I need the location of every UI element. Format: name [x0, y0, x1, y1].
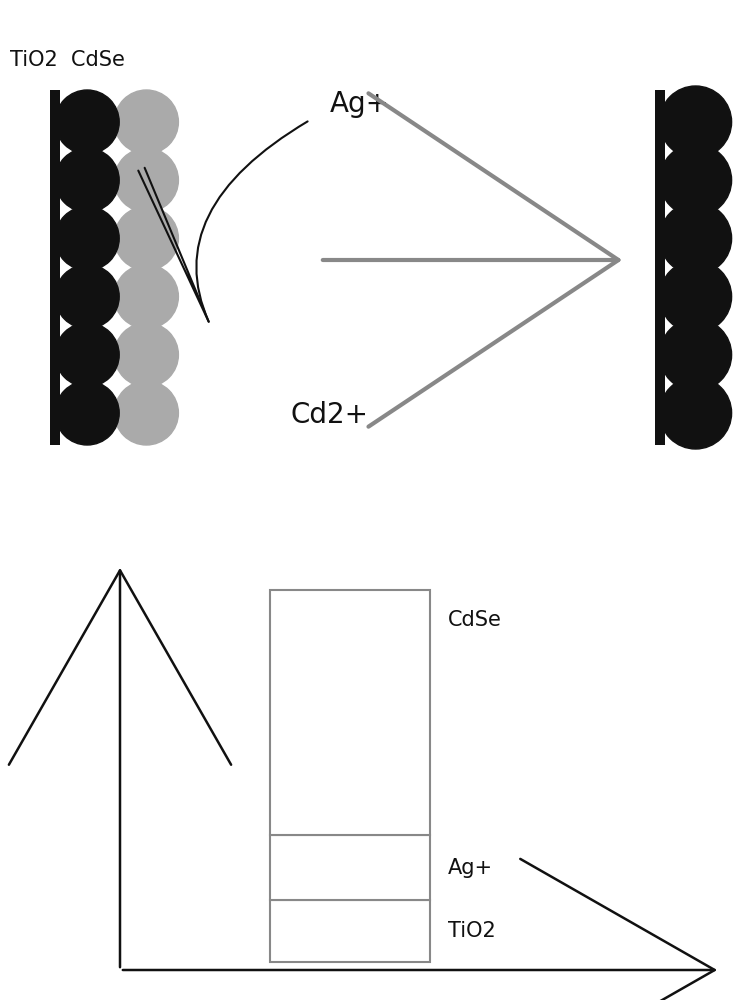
Text: Ag+: Ag+	[330, 90, 390, 118]
Text: CdSe: CdSe	[448, 610, 502, 630]
Circle shape	[114, 206, 179, 270]
Text: TiO2: TiO2	[448, 921, 496, 941]
Circle shape	[56, 148, 119, 212]
Circle shape	[659, 261, 731, 333]
Circle shape	[114, 90, 179, 154]
Bar	[270, 900, 430, 962]
Circle shape	[659, 319, 731, 391]
Circle shape	[56, 323, 119, 387]
Circle shape	[659, 377, 731, 449]
Circle shape	[56, 90, 119, 154]
Bar	[270, 590, 430, 835]
Bar	[655, 90, 665, 445]
Bar	[50, 90, 60, 445]
Circle shape	[114, 323, 179, 387]
Circle shape	[114, 148, 179, 212]
Text: Cd2+: Cd2+	[291, 401, 369, 429]
Circle shape	[56, 206, 119, 270]
Text: Ag+: Ag+	[448, 857, 493, 878]
Circle shape	[659, 202, 731, 274]
Circle shape	[659, 144, 731, 216]
Bar	[270, 835, 430, 900]
Circle shape	[114, 265, 179, 329]
Circle shape	[56, 265, 119, 329]
Circle shape	[114, 381, 179, 445]
Text: TiO2  CdSe: TiO2 CdSe	[10, 50, 125, 70]
Circle shape	[56, 381, 119, 445]
Circle shape	[659, 86, 731, 158]
